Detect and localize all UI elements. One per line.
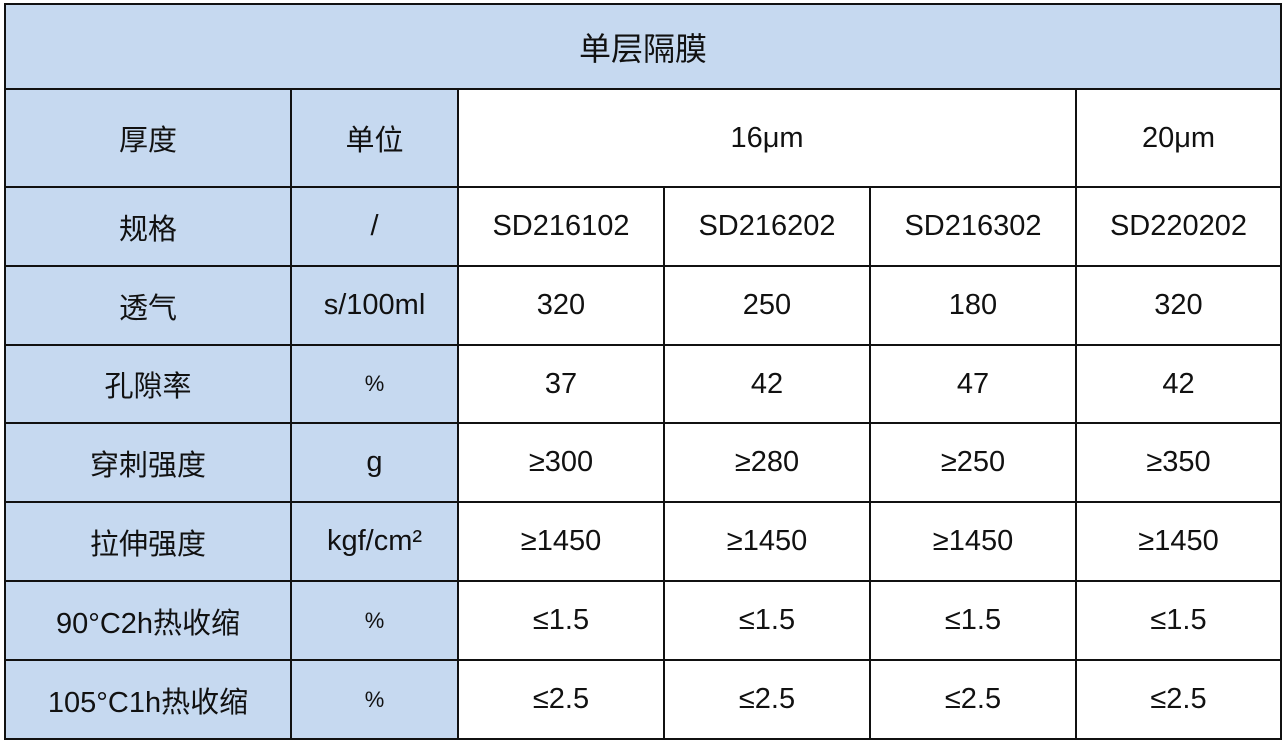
- table-title: 单层隔膜: [4, 3, 1282, 90]
- row-unit: %: [290, 659, 459, 740]
- row-unit: %: [290, 580, 459, 661]
- value-cell: 42: [1075, 344, 1282, 424]
- value-cell: SD220202: [1075, 186, 1282, 267]
- row-unit: s/100ml: [290, 265, 459, 346]
- unit-header: 单位: [290, 88, 459, 188]
- value-cell: ≤2.5: [457, 659, 665, 740]
- value-cell: 250: [663, 265, 871, 346]
- value-cell: 320: [1075, 265, 1282, 346]
- row-label: 穿刺强度: [4, 422, 292, 503]
- value-cell: ≥280: [663, 422, 871, 503]
- value-cell: ≤1.5: [457, 580, 665, 661]
- separator-spec-table: 单层隔膜 厚度 单位 16μm 20μm 规格 / SD216102 SD216202…: [4, 3, 1282, 740]
- row-unit: g: [290, 422, 459, 503]
- value-cell: ≤1.5: [663, 580, 871, 661]
- value-cell: SD216302: [869, 186, 1077, 267]
- table-row: 105°C1h热收缩% ≤2.5 ≤2.5 ≤2.5 ≤2.5: [4, 659, 1282, 740]
- row-unit: /: [290, 186, 459, 267]
- table-row: 穿刺强度 g ≥300 ≥280 ≥250 ≥350: [4, 422, 1282, 503]
- thickness-row: 厚度 单位 16μm 20μm: [4, 88, 1282, 188]
- value-cell: ≤1.5: [1075, 580, 1282, 661]
- value-cell: ≥300: [457, 422, 665, 503]
- value-cell: SD216102: [457, 186, 665, 267]
- value-cell: SD216202: [663, 186, 871, 267]
- value-cell: 42: [663, 344, 871, 424]
- table-row: 孔隙率% 37 42 47 42: [4, 344, 1282, 424]
- row-unit: %: [290, 344, 459, 424]
- table-row: 90°C2h热收缩% ≤1.5 ≤1.5 ≤1.5 ≤1.5: [4, 580, 1282, 661]
- thickness-20um: 20μm: [1075, 88, 1282, 188]
- row-label: 透气: [4, 265, 292, 346]
- value-cell: 180: [869, 265, 1077, 346]
- thickness-label: 厚度: [4, 88, 292, 188]
- value-cell: ≥1450: [869, 501, 1077, 582]
- value-cell: ≤2.5: [869, 659, 1077, 740]
- row-label: 拉伸强度: [4, 501, 292, 582]
- row-unit: kgf/cm²: [290, 501, 459, 582]
- value-cell: 47: [869, 344, 1077, 424]
- table-row: 拉伸强度 kgf/cm² ≥1450 ≥1450 ≥1450 ≥1450: [4, 501, 1282, 582]
- row-label: 90°C2h热收缩: [4, 580, 292, 661]
- table-row: 规格 / SD216102 SD216202 SD216302 SD220202: [4, 186, 1282, 267]
- value-cell: ≥250: [869, 422, 1077, 503]
- table-row: 透气 s/100ml 320 250 180 320: [4, 265, 1282, 346]
- value-cell: ≥1450: [457, 501, 665, 582]
- value-cell: ≤2.5: [1075, 659, 1282, 740]
- value-cell: ≥1450: [1075, 501, 1282, 582]
- row-label: 孔隙率: [4, 344, 292, 424]
- row-label: 105°C1h热收缩: [4, 659, 292, 740]
- thickness-16um: 16μm: [457, 88, 1077, 188]
- value-cell: 320: [457, 265, 665, 346]
- value-cell: 37: [457, 344, 665, 424]
- value-cell: ≥1450: [663, 501, 871, 582]
- value-cell: ≤1.5: [869, 580, 1077, 661]
- value-cell: ≥350: [1075, 422, 1282, 503]
- row-label: 规格: [4, 186, 292, 267]
- value-cell: ≤2.5: [663, 659, 871, 740]
